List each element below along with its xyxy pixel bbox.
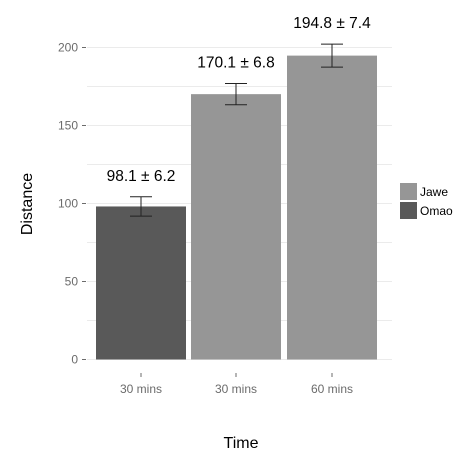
bar-jawe [287,55,377,360]
x-tick-label: 60 mins [311,382,353,396]
y-tick-label: 200 [58,41,78,55]
y-tick-label: 150 [58,119,78,133]
bar-jawe [191,94,281,360]
data-label: 98.1 ± 6.2 [107,168,176,185]
legend-key-omao [400,202,417,219]
y-tick-label: 50 [65,275,79,289]
y-axis: 0 50 100 150 200 [58,41,86,367]
legend-label-jawe: Jawe [420,185,448,199]
legend: Jawe Omao [400,183,453,219]
data-label: 194.8 ± 7.4 [293,15,371,32]
data-label: 170.1 ± 6.8 [197,55,274,72]
y-axis-title: Distance [19,173,36,235]
x-tick-label: 30 mins [120,382,162,396]
bar-omao [96,206,186,360]
x-axis: 30 mins 30 mins 60 mins [120,373,353,396]
legend-label-omao: Omao [420,204,453,218]
x-tick-label: 30 mins [215,382,257,396]
y-tick-label: 100 [58,197,78,211]
legend-key-jawe [400,183,417,200]
data-labels: 98.1 ± 6.2 170.1 ± 6.8 194.8 ± 7.4 [107,15,372,185]
error-bars [130,43,343,217]
x-axis-title: Time [224,435,259,452]
y-tick-label: 0 [71,353,78,367]
bars [96,55,377,360]
